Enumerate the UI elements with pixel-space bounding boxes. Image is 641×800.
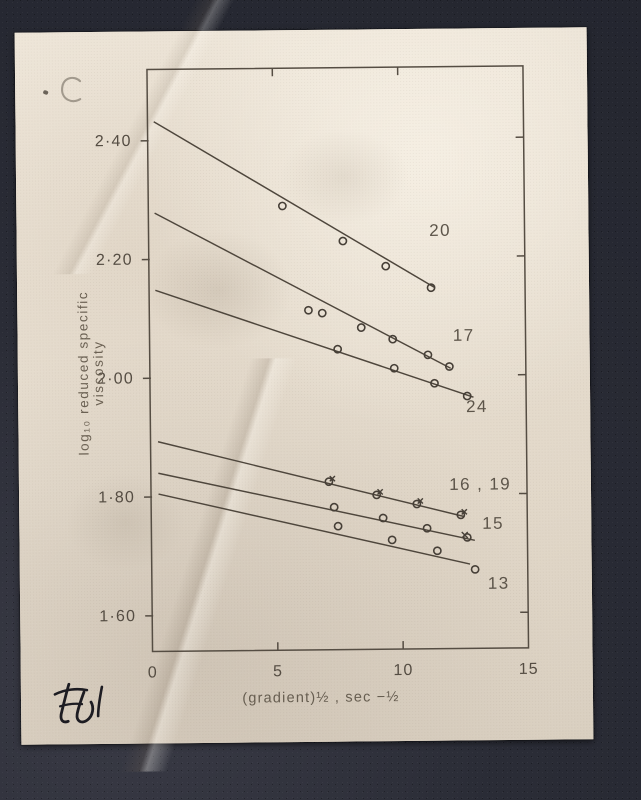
series-17: [154, 212, 454, 371]
series-line: [153, 121, 436, 289]
series-line: [158, 493, 471, 565]
series-16-19: [157, 441, 469, 539]
series-20: [153, 121, 436, 293]
data-point-cross: [377, 488, 384, 495]
data-point-marker: [372, 490, 382, 500]
x-axis-title-text: (gradient)½ , sec −½: [242, 689, 400, 707]
corner-mark-c: [61, 76, 82, 103]
data-point-marker: [333, 344, 343, 354]
series-label-20: 20: [429, 221, 451, 240]
y-tick-label: 2·40: [95, 133, 132, 150]
plot-frame: [146, 65, 530, 653]
axis-ticks: [140, 67, 529, 651]
y-tick-label: 2·00: [97, 370, 134, 387]
series-labels: 20 17 24 16 , 19 15 13: [429, 221, 511, 593]
data-point-marker: [277, 201, 287, 211]
data-series-group: [153, 121, 480, 574]
data-point-marker: [423, 350, 433, 360]
x-tick-label: 15: [519, 661, 539, 678]
x-tick-labels: 0 5 10 15: [148, 661, 539, 682]
data-point-cross: [461, 508, 468, 515]
data-point-marker: [381, 261, 391, 271]
y-tick-label: 1·60: [99, 608, 136, 625]
chart-svg: 1·60 1·80 2·00 2·20 2·40 0 5 10 15 20 17 24 16 , 1…: [95, 65, 539, 682]
y-tick-label: 2·20: [96, 252, 133, 269]
data-point-marker: [333, 521, 343, 531]
data-point-marker: [462, 391, 472, 401]
series-24: [155, 289, 474, 401]
plot-border: [146, 65, 530, 653]
photographic-print: 1·60 1·80 2·00 2·20 2·40 0 5 10 15 20 17 24 16 , 1…: [0, 0, 594, 774]
series-label-16-19: 16 , 19: [449, 474, 511, 494]
y-tick-labels: 1·60 1·80 2·00 2·20 2·40: [95, 133, 137, 625]
data-point-marker: [432, 546, 442, 556]
data-point-marker: [430, 378, 439, 388]
data-point-marker: [389, 363, 399, 373]
data-point-marker: [422, 523, 432, 533]
handwritten-figure-caption: [53, 682, 104, 724]
x-tick-label: 0: [148, 664, 158, 681]
data-point-marker: [462, 532, 472, 542]
x-axis-title: (gradient)½ , sec −½: [171, 688, 471, 707]
data-point-marker: [324, 477, 334, 487]
data-point-marker: [378, 513, 388, 523]
data-point-marker: [426, 283, 436, 293]
series-label-15: 15: [482, 514, 504, 533]
data-point-marker: [444, 362, 454, 371]
data-point-marker: [356, 323, 366, 332]
data-point-marker: [329, 502, 339, 512]
data-point-cross: [417, 497, 424, 505]
data-point-marker: [317, 308, 327, 318]
series-line: [154, 212, 451, 369]
series-13: [158, 493, 480, 574]
x-tick-label: 5: [273, 663, 283, 680]
y-tick-label: 1·80: [98, 489, 135, 506]
data-point-marker: [456, 510, 466, 520]
data-point-marker: [304, 305, 313, 315]
series-line: [155, 289, 474, 398]
series-label-24: 24: [466, 397, 488, 416]
data-point-marker: [470, 564, 480, 574]
data-point-marker: [388, 334, 398, 344]
y-axis-title: log₁₀ reduced specific viscosity: [75, 268, 106, 478]
series-15: [158, 472, 475, 542]
data-point-cross: [329, 475, 336, 482]
data-point-marker: [338, 236, 348, 246]
series-line: [158, 472, 475, 541]
series-label-17: 17: [453, 326, 475, 345]
x-tick-label: 10: [393, 662, 413, 679]
data-point-marker: [412, 499, 422, 509]
series-label-13: 13: [488, 574, 510, 593]
figure-chart: 1·60 1·80 2·00 2·20 2·40 0 5 10 15 20 17 24 16 , 1…: [15, 27, 594, 744]
data-point-marker: [387, 535, 397, 545]
